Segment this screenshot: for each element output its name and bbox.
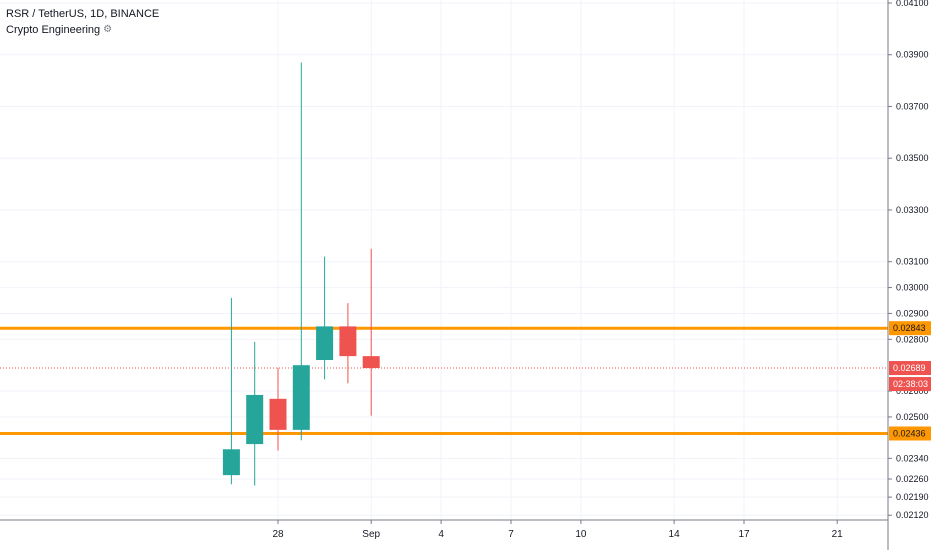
y-tick-label: 0.02800 — [896, 334, 929, 344]
y-tick-label: 0.02900 — [896, 308, 929, 318]
gear-icon[interactable]: ⚙ — [103, 24, 113, 35]
x-tick-label: 17 — [738, 529, 750, 540]
x-tick-label: 14 — [669, 529, 681, 540]
symbol-title: RSR / TetherUS, 1D, BINANCE — [6, 8, 160, 20]
candle-body — [292, 365, 310, 430]
y-tick-label: 0.03500 — [896, 153, 929, 163]
level-price-tag-text: 0.02436 — [893, 428, 926, 438]
level-price-tag-text: 0.02843 — [893, 323, 926, 333]
level-price-tag-bg — [889, 321, 931, 336]
y-tick-label: 0.03700 — [896, 101, 929, 111]
y-tick-label: 0.03900 — [896, 50, 929, 60]
x-tick-label: Sep — [362, 529, 380, 540]
y-tick-label: 0.04100 — [896, 0, 929, 8]
y-tick-label: 0.02340 — [896, 453, 929, 463]
candle-body — [316, 326, 334, 361]
candles — [222, 62, 380, 486]
countdown-tag-bg — [889, 377, 931, 392]
x-tick-label: 4 — [438, 529, 444, 540]
candle — [292, 62, 310, 441]
chart-legend: RSR / TetherUS, 1D, BINANCE Crypto Engin… — [6, 6, 159, 38]
candle-body — [362, 356, 380, 369]
y-tick-label: 0.03300 — [896, 205, 929, 215]
y-tick-label: 0.02190 — [896, 492, 929, 502]
candle-body — [339, 326, 357, 357]
level-price-tag-bg — [889, 426, 931, 441]
candle — [222, 297, 240, 485]
last-price-tag-bg — [889, 361, 931, 376]
candle — [362, 248, 380, 416]
level-price-tag: 0.02436 — [889, 426, 931, 441]
candle-body — [269, 398, 287, 430]
x-tick-label: 21 — [832, 529, 844, 540]
grid — [0, 0, 888, 520]
y-tick-label: 0.02600 — [896, 386, 929, 396]
candle-body — [222, 449, 240, 476]
author-name: Crypto Engineering — [6, 24, 101, 36]
last-price-tag-text: 0.02689 — [893, 363, 926, 373]
y-tick-label: 0.02260 — [896, 474, 929, 484]
price-tags: 0.02843 0.02436 0.02689 02:38:03 — [889, 321, 931, 441]
y-tick-label: 0.03100 — [896, 257, 929, 267]
author-line: Crypto Engineering ⚙ — [6, 22, 159, 38]
horizontal-levels — [0, 326, 888, 435]
x-tick-label: 10 — [575, 529, 587, 540]
candle — [316, 256, 334, 380]
countdown-tag-text: 02:38:03 — [893, 379, 928, 389]
candle — [339, 303, 357, 384]
candle — [269, 367, 287, 451]
y-tick-label: 0.03000 — [896, 283, 929, 293]
last-price-tag: 0.02689 — [889, 361, 931, 376]
x-tick-label: 7 — [508, 529, 514, 540]
y-tick-label: 0.02500 — [896, 412, 929, 422]
x-tick-label: 28 — [272, 529, 284, 540]
y-tick-label: 0.02120 — [896, 510, 929, 520]
level-price-tag: 0.02843 — [889, 321, 931, 336]
candle-body — [246, 394, 264, 445]
candle — [246, 341, 264, 486]
countdown-tag: 02:38:03 — [889, 377, 931, 392]
